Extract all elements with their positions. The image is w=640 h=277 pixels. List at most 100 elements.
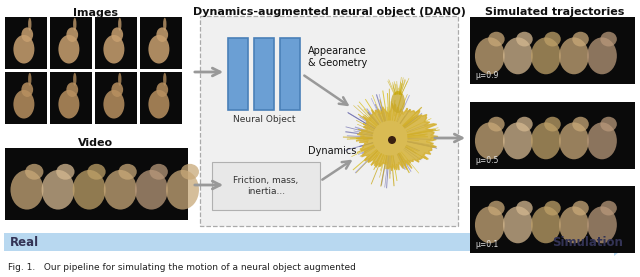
Bar [470, 102, 635, 169]
Ellipse shape [475, 206, 505, 243]
Bar [470, 17, 635, 84]
Ellipse shape [516, 201, 532, 216]
Ellipse shape [531, 122, 561, 159]
Ellipse shape [42, 170, 74, 210]
Ellipse shape [156, 27, 168, 42]
Bar [5, 17, 47, 69]
Ellipse shape [118, 18, 122, 31]
Polygon shape [356, 104, 438, 171]
Ellipse shape [587, 206, 617, 243]
Ellipse shape [104, 170, 137, 210]
Bar [50, 17, 92, 69]
Bar [470, 186, 635, 253]
Bar [140, 17, 182, 69]
Text: Friction, mass,
inertia...: Friction, mass, inertia... [234, 176, 299, 196]
Circle shape [388, 136, 396, 144]
Ellipse shape [475, 122, 505, 159]
Ellipse shape [104, 35, 124, 63]
Ellipse shape [56, 164, 74, 180]
Ellipse shape [10, 170, 44, 210]
Ellipse shape [118, 164, 137, 180]
Ellipse shape [73, 170, 106, 210]
Ellipse shape [544, 32, 561, 47]
Ellipse shape [488, 117, 505, 132]
Ellipse shape [587, 122, 617, 159]
Bar [140, 72, 182, 124]
Ellipse shape [544, 201, 561, 216]
Ellipse shape [104, 90, 124, 119]
Ellipse shape [67, 82, 78, 97]
Text: Simulated trajectories: Simulated trajectories [485, 7, 625, 17]
Text: Real: Real [10, 235, 39, 248]
Ellipse shape [67, 27, 78, 42]
Ellipse shape [180, 164, 199, 180]
Ellipse shape [475, 37, 505, 74]
Bar [95, 17, 137, 69]
Ellipse shape [58, 90, 79, 119]
Ellipse shape [572, 117, 589, 132]
Ellipse shape [25, 164, 44, 180]
Ellipse shape [503, 122, 532, 159]
Bar [254, 38, 274, 110]
Bar [280, 38, 300, 110]
Ellipse shape [559, 206, 589, 243]
Ellipse shape [544, 117, 561, 132]
Ellipse shape [163, 73, 166, 86]
Text: Dynamics: Dynamics [308, 146, 356, 156]
Ellipse shape [156, 82, 168, 97]
Ellipse shape [87, 164, 106, 180]
Ellipse shape [559, 37, 589, 74]
Ellipse shape [28, 18, 31, 31]
Ellipse shape [166, 170, 199, 210]
Bar [200, 16, 458, 226]
Ellipse shape [73, 18, 76, 31]
Text: Appearance
& Geometry: Appearance & Geometry [308, 46, 367, 68]
Ellipse shape [21, 82, 33, 97]
Ellipse shape [572, 201, 589, 216]
Ellipse shape [531, 206, 561, 243]
Ellipse shape [600, 32, 617, 47]
Ellipse shape [21, 27, 33, 42]
Ellipse shape [503, 37, 532, 74]
Ellipse shape [600, 201, 617, 216]
Ellipse shape [391, 91, 405, 113]
Text: Images: Images [72, 8, 118, 18]
Ellipse shape [28, 73, 31, 86]
Ellipse shape [150, 164, 168, 180]
Ellipse shape [148, 90, 170, 119]
Ellipse shape [111, 82, 123, 97]
Ellipse shape [516, 117, 532, 132]
Ellipse shape [503, 206, 532, 243]
Ellipse shape [163, 18, 166, 31]
Ellipse shape [111, 27, 123, 42]
Ellipse shape [488, 32, 505, 47]
Text: Video: Video [77, 138, 113, 148]
Ellipse shape [58, 35, 79, 63]
Text: μ=0.1: μ=0.1 [475, 240, 499, 249]
Ellipse shape [559, 122, 589, 159]
Ellipse shape [118, 73, 122, 86]
Bar [5, 72, 47, 124]
Ellipse shape [572, 32, 589, 47]
Ellipse shape [587, 37, 617, 74]
Text: Neural Object: Neural Object [233, 115, 295, 124]
Text: Dynamics-augmented neural object (DANO): Dynamics-augmented neural object (DANO) [193, 7, 465, 17]
Ellipse shape [73, 73, 76, 86]
Text: μ=0.5: μ=0.5 [475, 156, 499, 165]
Ellipse shape [13, 90, 35, 119]
Ellipse shape [135, 170, 168, 210]
Ellipse shape [488, 201, 505, 216]
Text: μ=0.9: μ=0.9 [475, 71, 499, 80]
Ellipse shape [13, 35, 35, 63]
Bar [228, 38, 248, 110]
Polygon shape [4, 228, 632, 256]
Ellipse shape [531, 37, 561, 74]
Bar [95, 72, 137, 124]
Text: Fig. 1.   Our pipeline for simulating the motion of a neural object augmented: Fig. 1. Our pipeline for simulating the … [8, 263, 356, 272]
Ellipse shape [148, 35, 170, 63]
Bar [212, 162, 320, 210]
Bar [50, 72, 92, 124]
Ellipse shape [516, 32, 532, 47]
Text: Simulation: Simulation [552, 235, 623, 248]
Bar [5, 148, 188, 220]
